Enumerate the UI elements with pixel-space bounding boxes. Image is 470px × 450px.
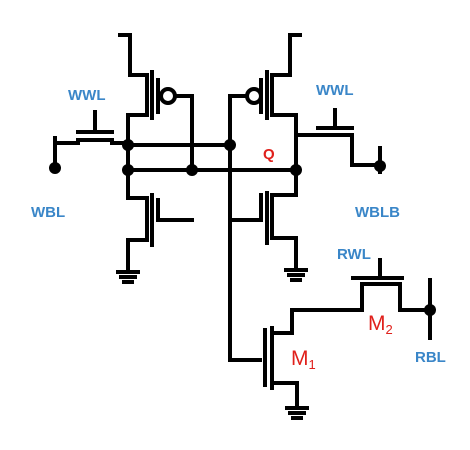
right-nmos-drain-source xyxy=(270,168,298,272)
left-nmos-drain-source xyxy=(126,168,149,274)
right-pmos-drain-source xyxy=(270,33,302,172)
wwl-right-label: WWL xyxy=(316,82,354,99)
q-label: Q xyxy=(263,146,275,163)
wblb-label: WBLB xyxy=(355,204,400,221)
right-pmos-bubble xyxy=(245,87,263,105)
junction-dots xyxy=(49,139,436,316)
m1-label: M1 xyxy=(291,347,316,372)
right-access-sd xyxy=(294,133,382,172)
rbl-label: RBL xyxy=(415,349,446,366)
left-nmos-gate-wire xyxy=(156,198,194,222)
m1-source-wire xyxy=(270,381,299,410)
m2-label: M2 xyxy=(368,312,393,337)
left-access-sd xyxy=(53,138,130,145)
m1-drain-wire xyxy=(270,308,364,335)
left-pmos-bubble xyxy=(159,87,177,105)
right-nmos-gate-wire xyxy=(228,193,263,222)
left-pmos-drain-source xyxy=(118,33,149,172)
m2-sd xyxy=(360,282,432,312)
right-pmos-gate-wire xyxy=(228,94,249,147)
left-pmos-gate-wire xyxy=(173,94,194,172)
wbl-label: WBL xyxy=(31,204,66,221)
rwl-label: RWL xyxy=(337,246,371,263)
wwl-left-label: WWL xyxy=(68,87,106,104)
